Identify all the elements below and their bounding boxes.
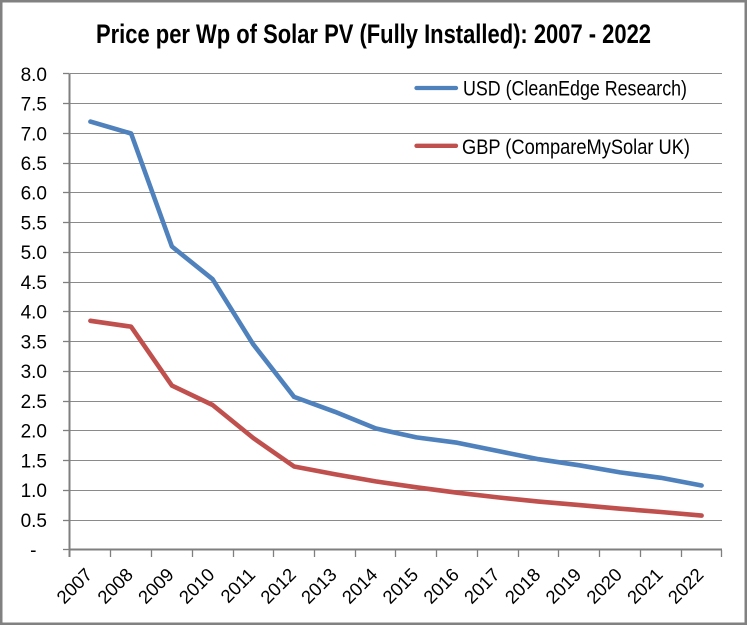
svg-text:GBP (CompareMySolar UK): GBP (CompareMySolar UK) xyxy=(462,136,690,159)
svg-text:6.0: 6.0 xyxy=(21,184,47,205)
svg-text:5.5: 5.5 xyxy=(21,214,47,235)
svg-text:2.0: 2.0 xyxy=(21,422,47,443)
svg-text:6.5: 6.5 xyxy=(21,154,47,175)
svg-text:4.0: 4.0 xyxy=(21,303,47,324)
svg-text:7.5: 7.5 xyxy=(21,95,47,116)
svg-text:-: - xyxy=(30,541,36,562)
svg-text:7.0: 7.0 xyxy=(21,124,47,145)
svg-text:3.5: 3.5 xyxy=(21,332,47,353)
svg-text:0.5: 0.5 xyxy=(21,511,47,532)
svg-text:1.5: 1.5 xyxy=(21,451,47,472)
svg-text:8.0: 8.0 xyxy=(21,65,47,86)
svg-text:Price per Wp of Solar PV (Full: Price per Wp of Solar PV (Fully Installe… xyxy=(96,19,651,49)
svg-text:1.0: 1.0 xyxy=(21,481,47,502)
svg-text:5.0: 5.0 xyxy=(21,243,47,264)
svg-text:USD (CleanEdge Research): USD (CleanEdge Research) xyxy=(463,78,687,101)
svg-text:2.5: 2.5 xyxy=(21,392,47,413)
svg-text:4.5: 4.5 xyxy=(21,273,47,294)
svg-text:3.0: 3.0 xyxy=(21,362,47,383)
